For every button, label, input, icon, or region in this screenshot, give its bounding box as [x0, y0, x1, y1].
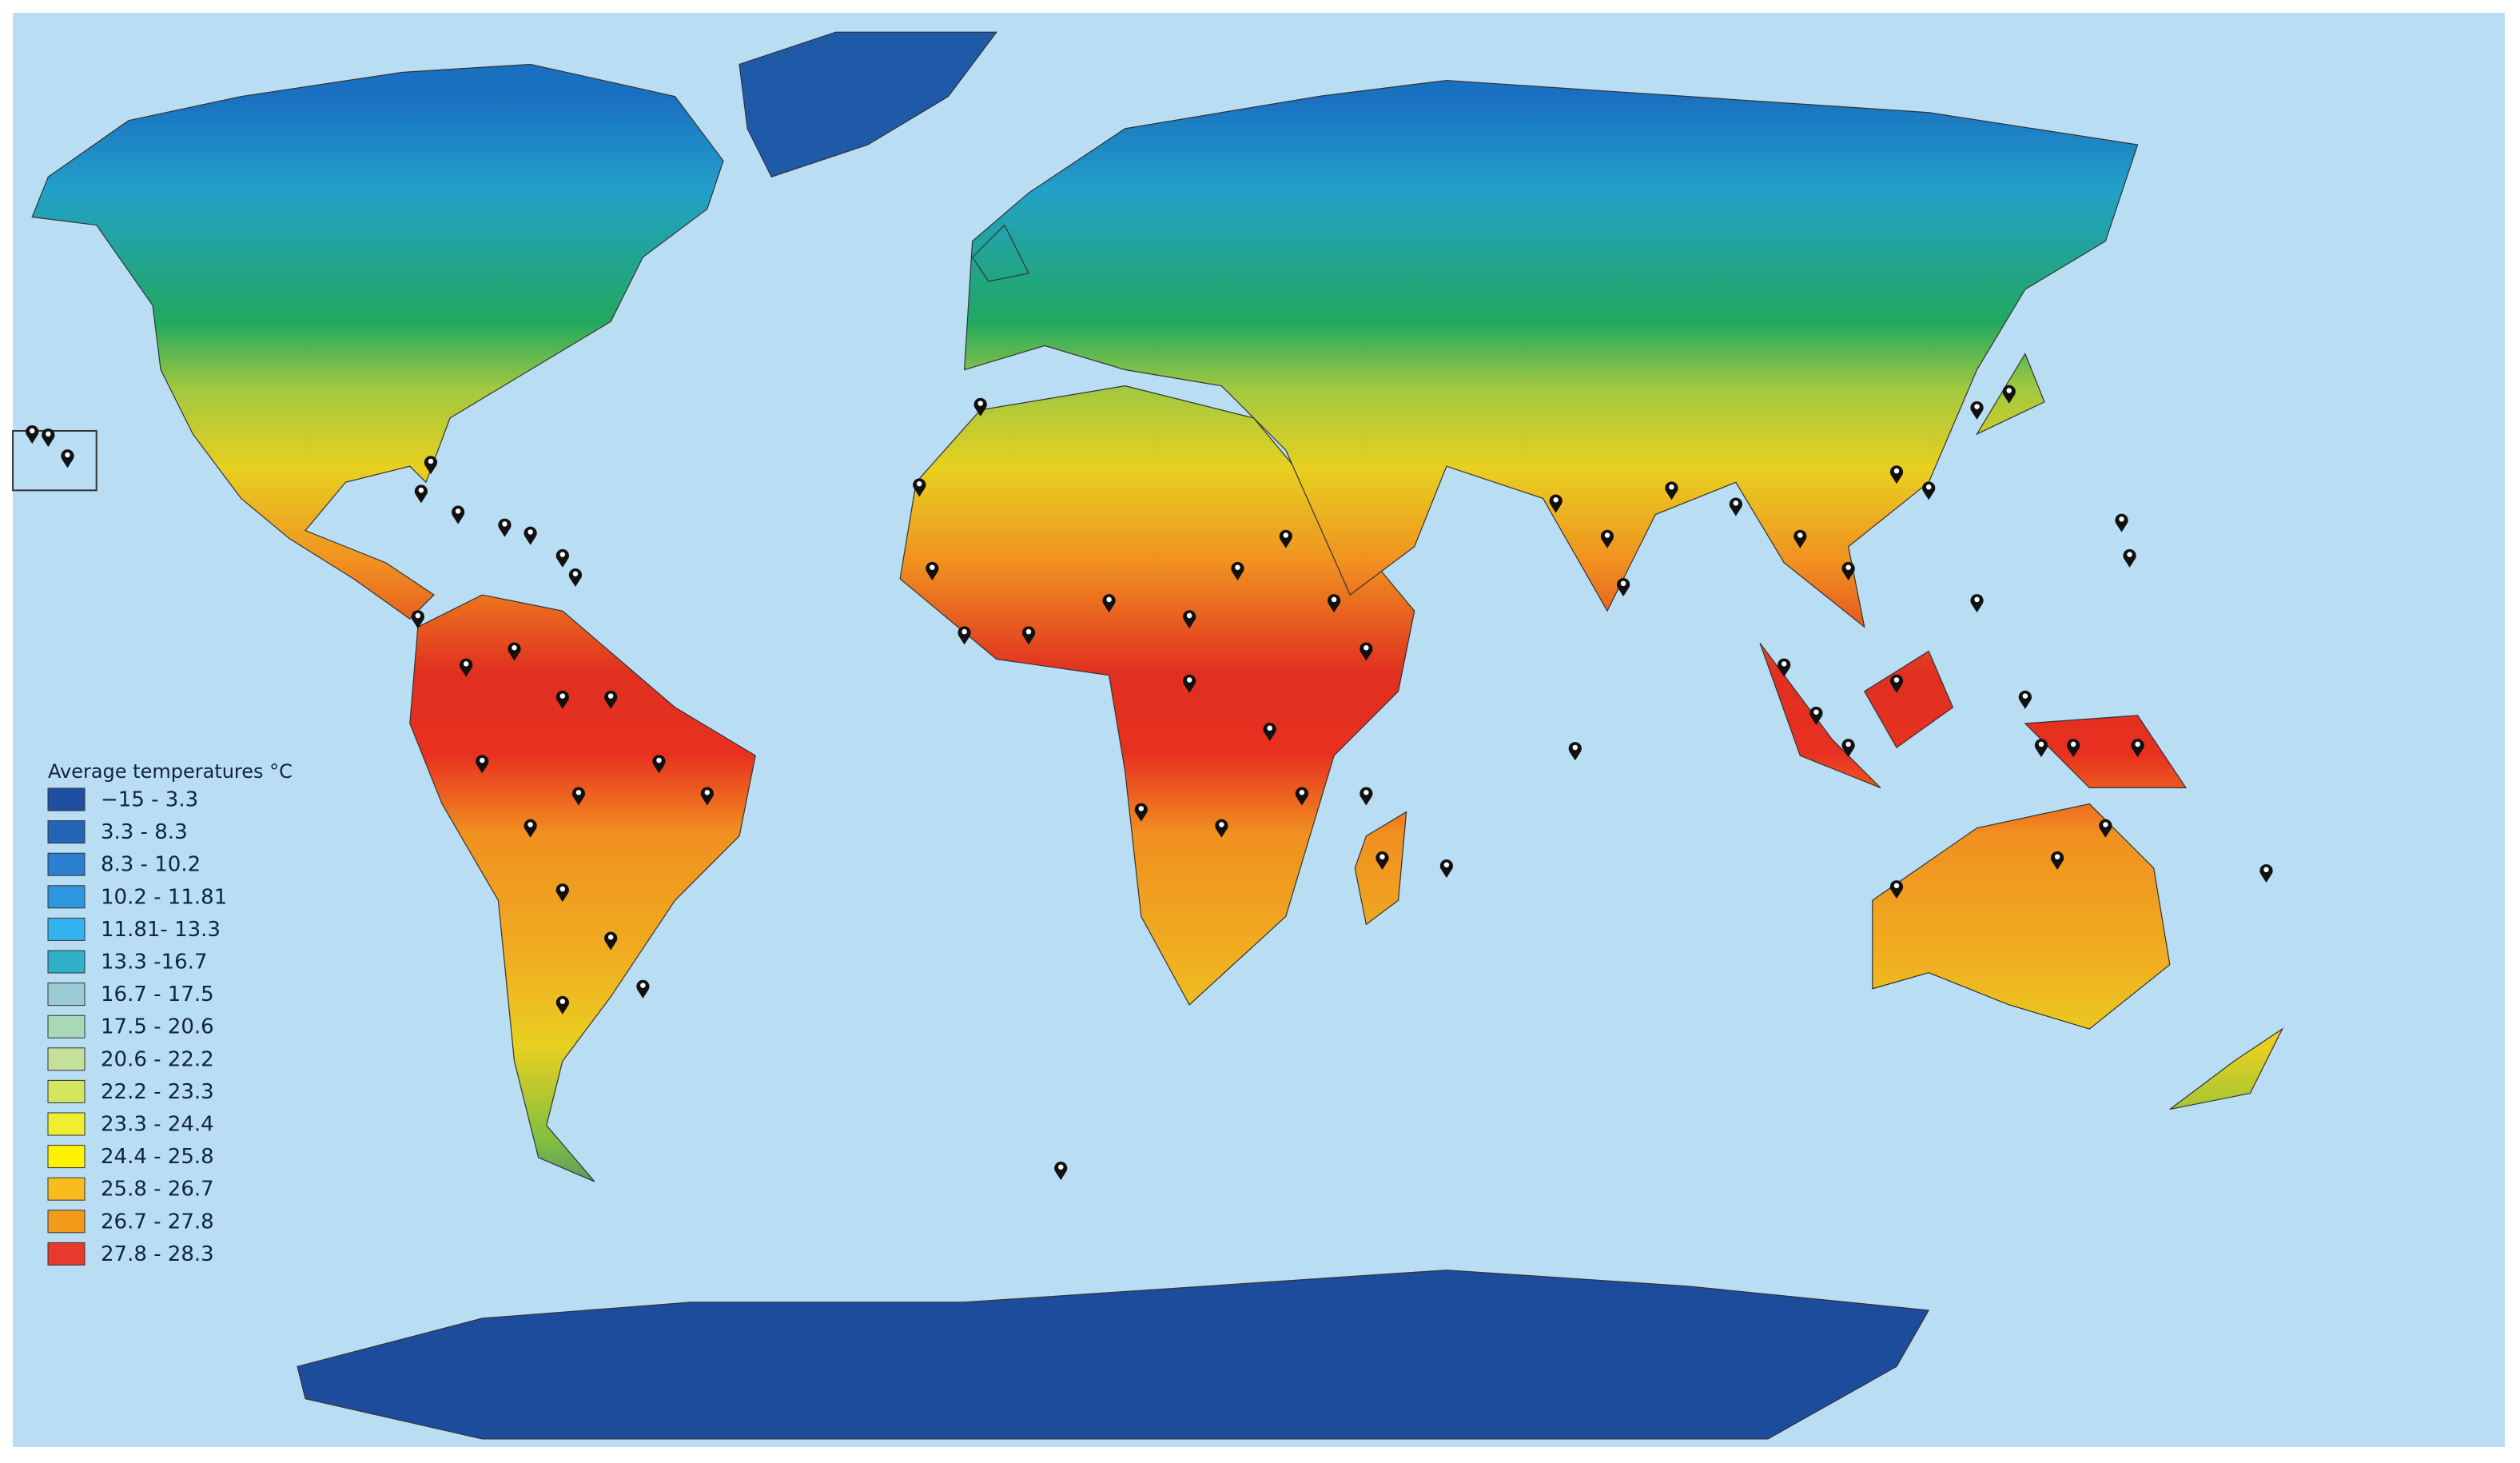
- legend-label: 20.6 - 22.2: [101, 1047, 214, 1071]
- legend: Average temperatures °C −15 - 3.3 3.3 - 8…: [47, 760, 293, 1266]
- legend-label: 16.7 - 17.5: [101, 983, 214, 1007]
- sumatra-java: [1759, 643, 1881, 788]
- legend-label: 22.2 - 23.3: [101, 1080, 214, 1104]
- legend-swatch: [47, 983, 86, 1007]
- legend-label: 17.5 - 20.6: [101, 1015, 214, 1039]
- new-guinea: [2024, 715, 2188, 788]
- legend-swatch: [47, 1112, 86, 1136]
- legend-swatch: [47, 1079, 86, 1103]
- legend-swatch: [47, 787, 86, 811]
- inset-box: [12, 429, 98, 492]
- legend-swatch: [47, 1047, 86, 1071]
- eurasia: [963, 79, 2139, 628]
- legend-swatch: [47, 917, 86, 941]
- legend-swatch: [47, 1015, 86, 1038]
- legend-title: Average temperatures °C: [48, 760, 293, 783]
- legend-label: 26.7 - 27.8: [101, 1210, 214, 1234]
- madagascar: [1354, 811, 1407, 926]
- greenland: [738, 31, 998, 177]
- antarctica: [297, 1270, 1930, 1440]
- legend-swatch: [47, 852, 86, 876]
- legend-label: 11.81- 13.3: [101, 918, 221, 942]
- legend-label: 27.8 - 28.3: [101, 1242, 214, 1266]
- legend-label: 23.3 - 24.4: [101, 1113, 214, 1137]
- legend-label: 8.3 - 10.2: [101, 853, 201, 877]
- legend-label: −15 - 3.3: [101, 788, 198, 812]
- legend-swatch: [47, 1145, 86, 1169]
- legend-swatch: [47, 1177, 86, 1201]
- new-zealand: [2169, 1027, 2284, 1110]
- legend-label: 25.8 - 26.7: [101, 1178, 214, 1202]
- legend-swatch: [47, 820, 86, 844]
- uk: [971, 224, 1029, 282]
- borneo: [1863, 650, 1954, 748]
- legend-label: 10.2 - 11.81: [101, 885, 227, 909]
- south-america: [409, 594, 756, 1182]
- legend-label: 3.3 - 8.3: [101, 820, 188, 844]
- legend-swatch: [47, 1210, 86, 1234]
- legend-label: 24.4 - 25.8: [101, 1145, 214, 1169]
- legend-label: 13.3 -16.7: [101, 951, 207, 975]
- legend-swatch: [47, 950, 86, 974]
- legend-swatch: [47, 1242, 86, 1266]
- australia: [1872, 803, 2171, 1030]
- north-america: [31, 63, 724, 620]
- legend-swatch: [47, 885, 86, 909]
